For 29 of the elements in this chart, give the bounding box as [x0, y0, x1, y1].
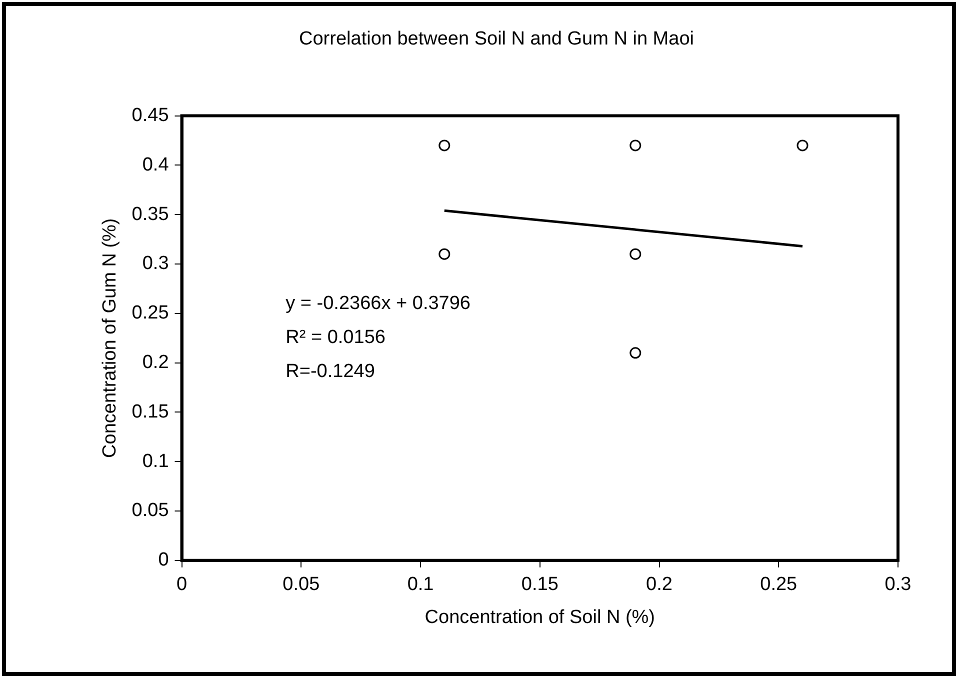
y-tick-label: 0.3 [142, 253, 169, 274]
y-tick-label: 0.45 [132, 105, 169, 126]
y-tick-label: 0.15 [132, 401, 169, 422]
y-tick-label: 0.25 [132, 302, 169, 324]
x-tick-label: 0.3 [884, 574, 912, 596]
y-tick-label: 0.1 [142, 450, 169, 472]
y-tick-label: 0.2 [142, 352, 169, 374]
annotation: R=-0.1249 [286, 361, 375, 382]
x-tick-label: 0.2 [646, 574, 672, 596]
x-tick-label: 0 [176, 574, 188, 596]
annotation: y = -0.2366x + 0.3796 [286, 293, 471, 314]
x-tick-label: 0.05 [282, 574, 320, 596]
y-tick-label: 0 [158, 550, 169, 571]
chart-title: Correlation between Soil N and Gum N in Maoi [299, 28, 694, 50]
point [630, 140, 642, 152]
point [438, 248, 450, 260]
y-tick-label: 0.05 [132, 500, 169, 522]
point [796, 140, 808, 152]
point [630, 248, 642, 260]
y-tick-label: 0.35 [132, 204, 169, 225]
y-axis-title: Concentration of Gum N (%) [100, 218, 121, 458]
point [630, 347, 642, 359]
annotation: R² = 0.0156 [286, 327, 386, 348]
x-tick-label: 0.25 [760, 574, 798, 596]
x-tick-label: 0.15 [521, 574, 558, 596]
point [438, 140, 450, 152]
x-tick-label: 0.1 [407, 574, 434, 596]
x-axis-title: Concentration of Soil N (%) [424, 606, 655, 628]
y-tick-label: 0.4 [142, 154, 170, 176]
